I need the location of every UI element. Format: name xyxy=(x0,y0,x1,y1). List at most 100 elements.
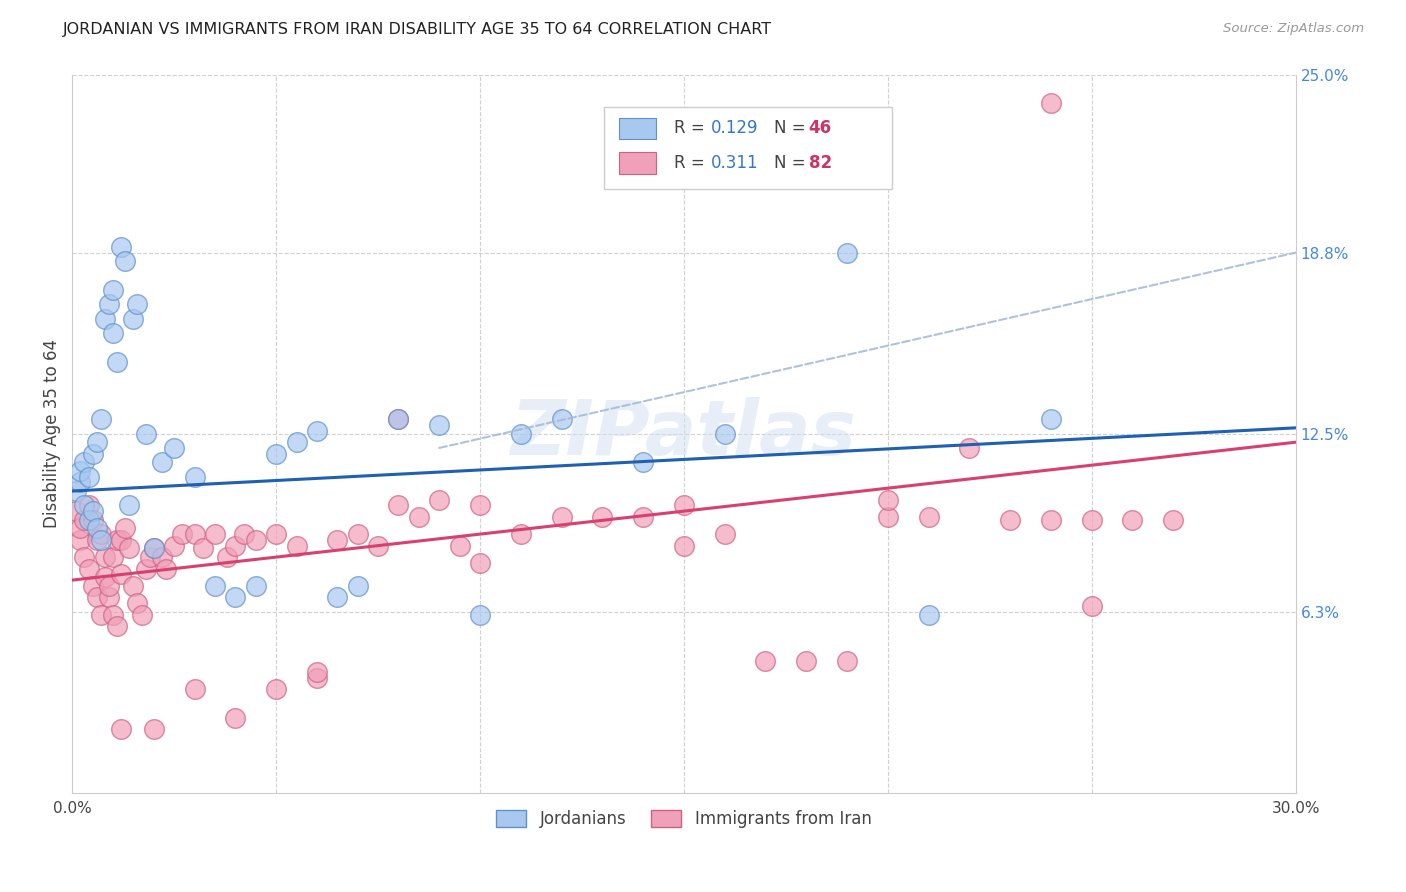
Point xyxy=(387,412,409,426)
Point xyxy=(876,492,898,507)
Point xyxy=(150,455,173,469)
Point xyxy=(1121,513,1143,527)
Point xyxy=(224,539,246,553)
Point xyxy=(118,499,141,513)
Point xyxy=(65,483,87,498)
Point xyxy=(101,283,124,297)
Point xyxy=(142,541,165,556)
Point xyxy=(713,527,735,541)
Point xyxy=(69,521,91,535)
Point xyxy=(917,509,939,524)
Point xyxy=(957,441,980,455)
Point xyxy=(468,556,491,570)
Text: JORDANIAN VS IMMIGRANTS FROM IRAN DISABILITY AGE 35 TO 64 CORRELATION CHART: JORDANIAN VS IMMIGRANTS FROM IRAN DISABI… xyxy=(63,22,772,37)
Point xyxy=(326,591,349,605)
Point xyxy=(110,567,132,582)
Point xyxy=(285,435,308,450)
Text: R =: R = xyxy=(673,153,710,172)
Point xyxy=(876,509,898,524)
Point xyxy=(217,550,239,565)
Point xyxy=(346,579,368,593)
Point xyxy=(69,475,91,490)
Point xyxy=(90,607,112,622)
Point xyxy=(97,591,120,605)
Point xyxy=(122,579,145,593)
Point xyxy=(264,527,287,541)
Point xyxy=(150,550,173,565)
Point xyxy=(131,607,153,622)
Point xyxy=(94,550,117,565)
Point xyxy=(73,550,96,565)
Point xyxy=(509,426,531,441)
Point xyxy=(69,464,91,478)
Point xyxy=(142,723,165,737)
Point xyxy=(509,527,531,541)
Point xyxy=(550,509,572,524)
Point xyxy=(754,653,776,667)
Point xyxy=(427,492,450,507)
Point xyxy=(183,469,205,483)
Point xyxy=(163,539,186,553)
Point xyxy=(73,513,96,527)
Point xyxy=(101,550,124,565)
Point xyxy=(672,539,695,553)
Text: N =: N = xyxy=(775,153,811,172)
Point xyxy=(142,541,165,556)
Point xyxy=(835,245,858,260)
Point xyxy=(82,513,104,527)
Point xyxy=(305,424,328,438)
Bar xyxy=(619,118,655,139)
Point xyxy=(285,539,308,553)
Point xyxy=(65,504,87,518)
Point xyxy=(94,311,117,326)
Point xyxy=(86,435,108,450)
Point xyxy=(94,570,117,584)
Point xyxy=(127,297,149,311)
Point xyxy=(110,533,132,547)
Point xyxy=(77,469,100,483)
Point xyxy=(155,561,177,575)
Point xyxy=(97,297,120,311)
Point xyxy=(835,653,858,667)
Point xyxy=(204,527,226,541)
Point xyxy=(427,417,450,432)
Point xyxy=(672,499,695,513)
Point xyxy=(86,591,108,605)
Point xyxy=(105,533,128,547)
Point xyxy=(305,665,328,679)
Text: 0.311: 0.311 xyxy=(711,153,758,172)
Point xyxy=(73,499,96,513)
Point xyxy=(127,596,149,610)
Point xyxy=(114,254,136,268)
Text: Source: ZipAtlas.com: Source: ZipAtlas.com xyxy=(1223,22,1364,36)
Point xyxy=(468,607,491,622)
Point xyxy=(97,579,120,593)
Point xyxy=(550,412,572,426)
Point xyxy=(90,527,112,541)
Bar xyxy=(619,152,655,174)
Point xyxy=(998,513,1021,527)
Point xyxy=(122,311,145,326)
FancyBboxPatch shape xyxy=(605,107,891,189)
Point xyxy=(468,499,491,513)
Point xyxy=(82,447,104,461)
Point xyxy=(264,447,287,461)
Point xyxy=(245,579,267,593)
Point xyxy=(1080,599,1102,613)
Point xyxy=(713,426,735,441)
Point xyxy=(105,355,128,369)
Point xyxy=(82,579,104,593)
Point xyxy=(118,541,141,556)
Point xyxy=(105,619,128,633)
Point xyxy=(90,412,112,426)
Point xyxy=(114,521,136,535)
Text: R =: R = xyxy=(673,120,710,137)
Point xyxy=(305,671,328,685)
Point xyxy=(101,326,124,340)
Point xyxy=(183,527,205,541)
Point xyxy=(191,541,214,556)
Point xyxy=(1039,96,1062,111)
Point xyxy=(1161,513,1184,527)
Point xyxy=(631,455,654,469)
Point xyxy=(204,579,226,593)
